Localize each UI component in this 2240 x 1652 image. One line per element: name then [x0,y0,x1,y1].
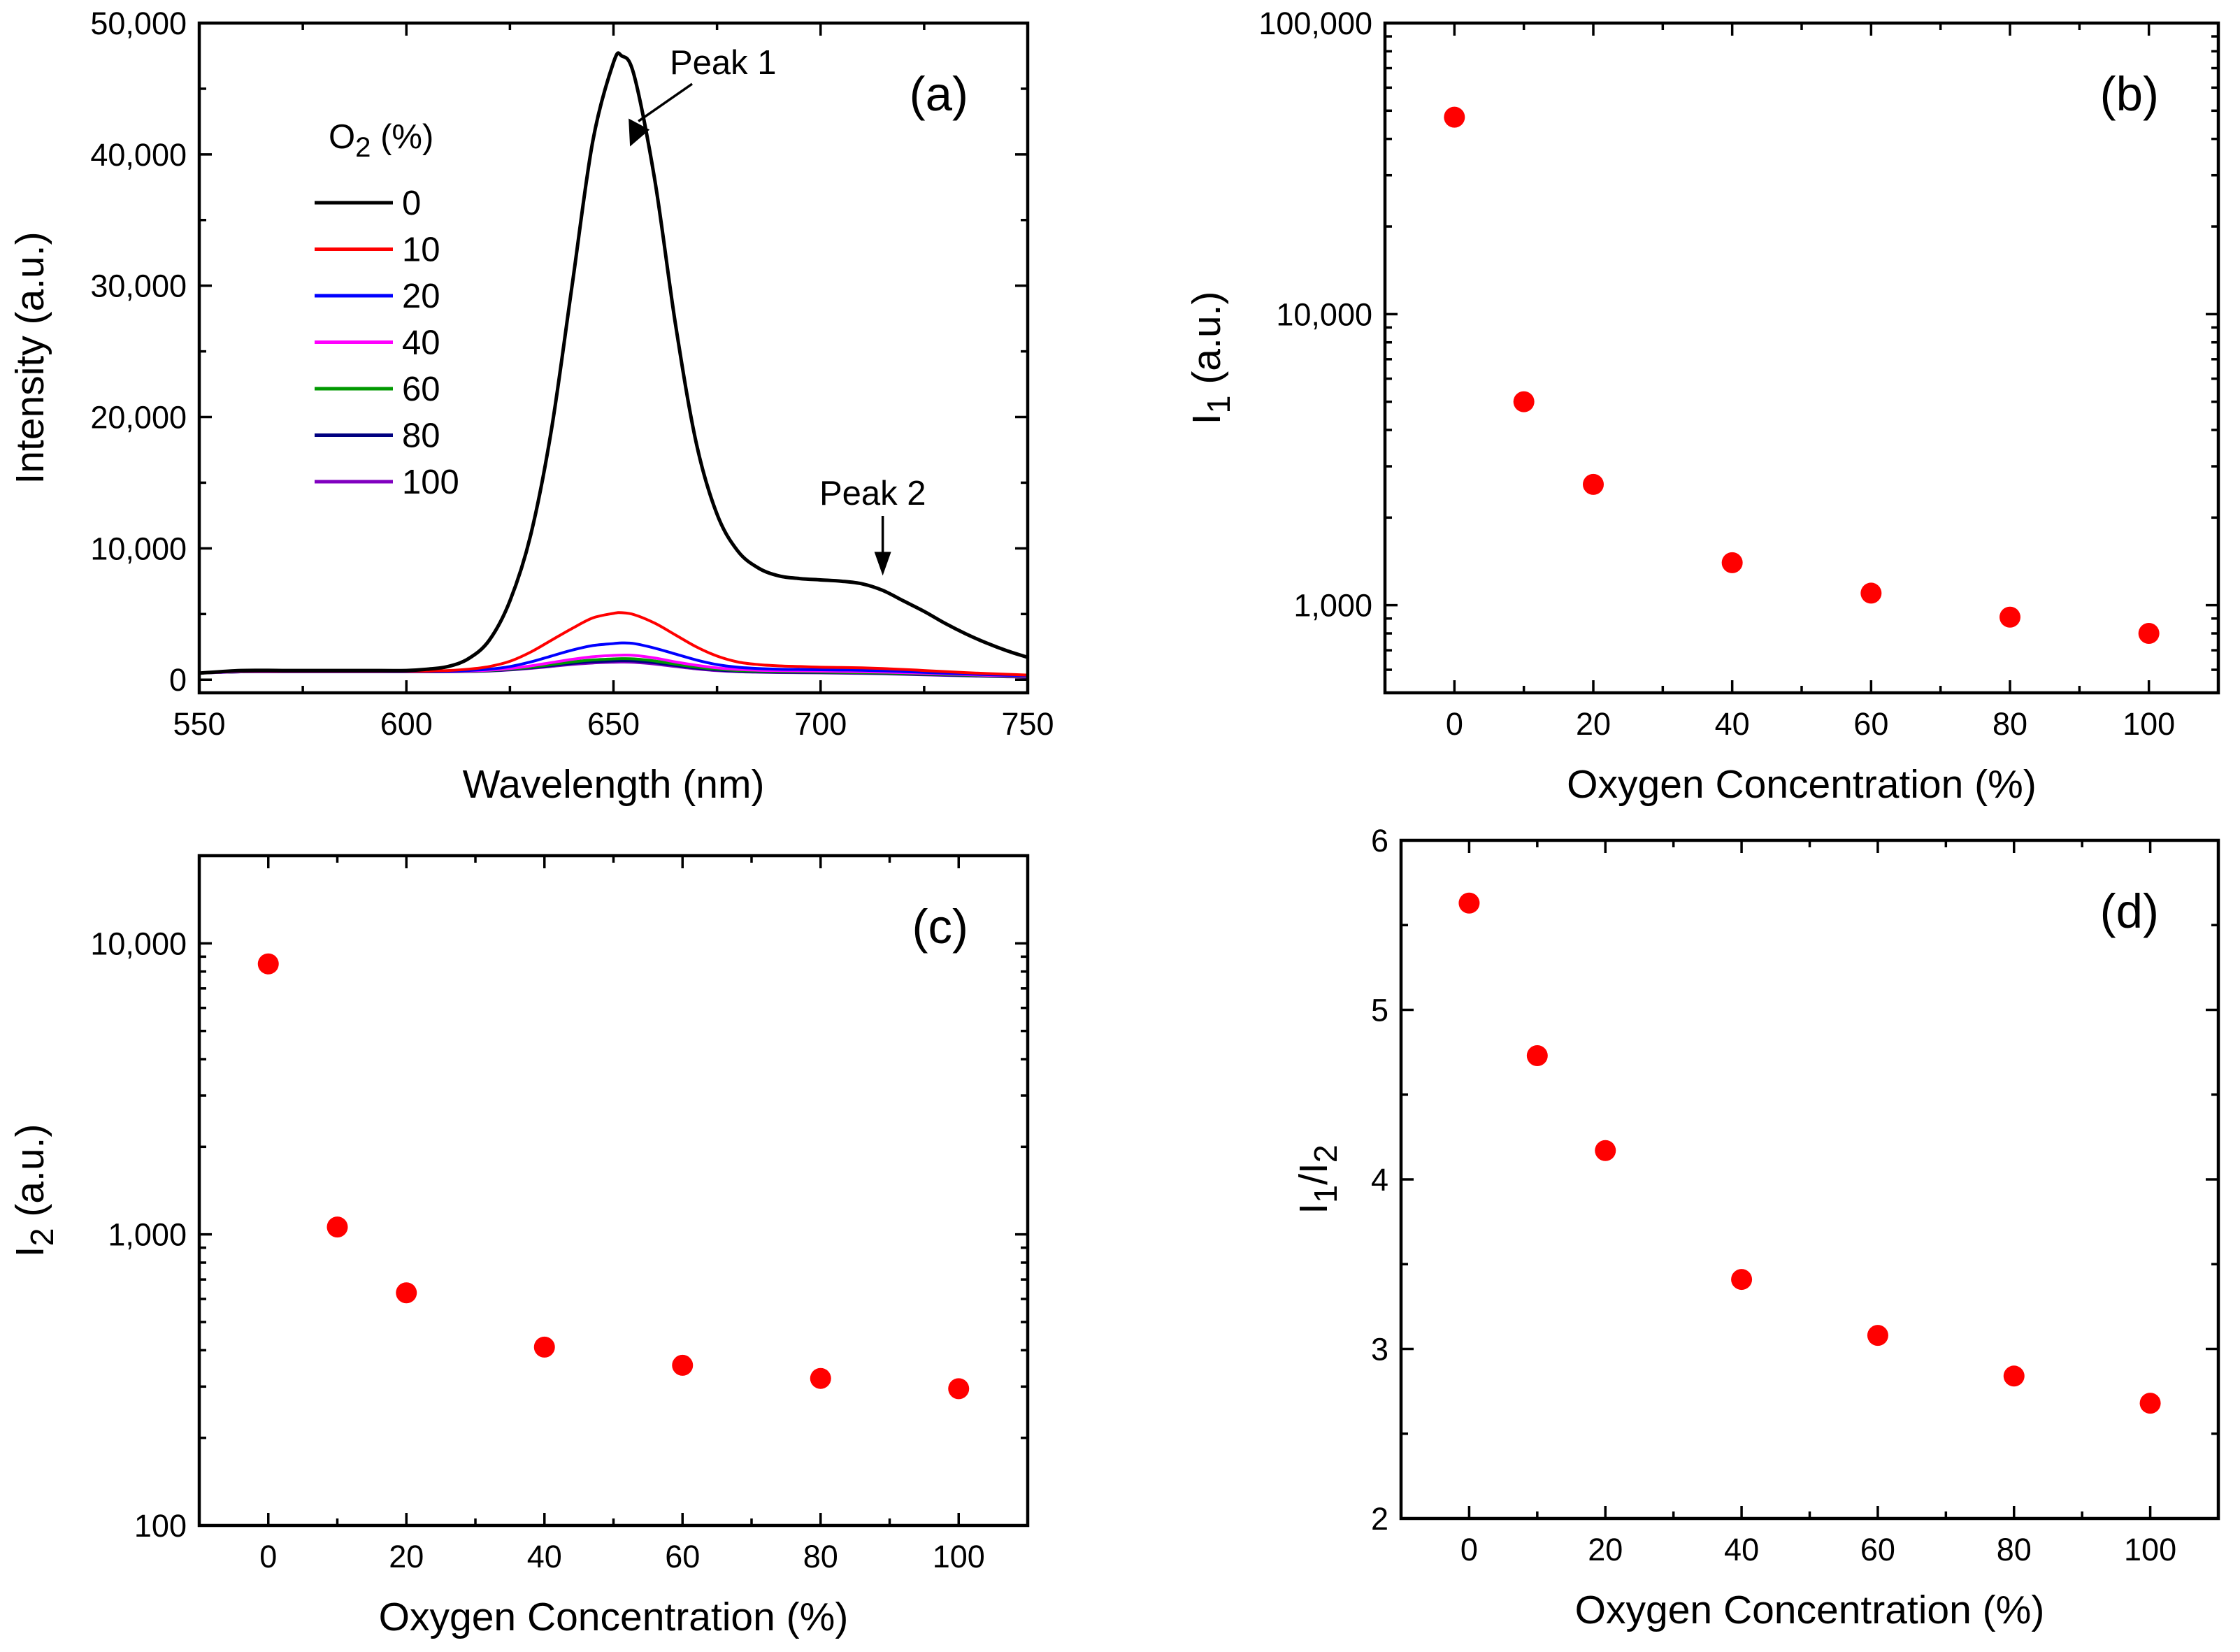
x-tick-label: 750 [1001,706,1054,742]
data-point [1444,106,1465,128]
x-tick-label: 60 [1853,706,1888,742]
y-axis-label: Intensity (a.u.) [8,231,52,484]
x-tick-label: 40 [1715,706,1750,742]
panel-label: (c) [912,900,968,954]
data-point [533,1336,555,1358]
x-axis-label: Oxygen Concentration (%) [1575,1588,2045,1632]
data-point [1867,1325,1888,1346]
panel-d-intensity-ratio: 0 20 40 60 80 100 2 3 4 5 6 Oxygen Concentration (%… [1291,823,2220,1632]
y-tick-label: 100 [134,1508,187,1544]
x-axis-label: Wavelength (nm) [463,762,765,807]
data-point [672,1354,694,1376]
x-tick-label: 550 [173,706,225,742]
x-tick-label: 80 [1993,706,2027,742]
data-point [1721,552,1743,573]
data-point [326,1216,348,1238]
peak-1-arrowhead [629,118,650,147]
y-tick-label: 1,000 [1293,588,1372,624]
legend-label-0: 0 [402,185,421,222]
data-point [1458,892,1480,914]
y-axis-label: I2 (a.u.) [8,1124,60,1258]
x-tick-label: 80 [1997,1532,2032,1567]
panel-b-peak1-intensity: 0 20 40 60 80 100 1,000 10,000 100,000 Oxygen Con… [1184,6,2220,807]
x-tick-label: 60 [1860,1532,1895,1567]
y-tick-label: 10,000 [90,926,187,961]
x-tick-label: 0 [1460,1532,1478,1567]
data-point [810,1367,831,1389]
x-tick-label: 20 [389,1539,424,1574]
data-point [2000,606,2020,628]
plot-frame [1399,838,2220,1521]
y-tick-label: 30,000 [90,268,187,304]
y-tick-label: 1,000 [108,1217,187,1253]
plot-frame [197,854,1030,1528]
series-line-0 [199,51,1028,675]
panel-label: (d) [2100,884,2159,938]
peak-1-arrow [638,82,693,122]
x-tick-label: 40 [1724,1532,1759,1567]
y-tick-label: 40,000 [90,137,187,173]
x-tick-label: 700 [794,706,847,742]
x-tick-label: 100 [933,1539,985,1574]
data-point [1513,391,1535,412]
x-tick-label: 100 [2123,706,2175,742]
y-tick-label: 100,000 [1258,6,1372,41]
panel-c-peak2-intensity: 0 20 40 60 80 100 100 1,000 10,000 Oxygen Concent… [8,854,1030,1639]
y-tick-label: 4 [1371,1162,1388,1198]
data-point [1860,582,1882,604]
x-tick-label: 20 [1576,706,1611,742]
x-tick-label: 0 [259,1539,277,1574]
x-axis-label: Oxygen Concentration (%) [379,1595,849,1639]
data-point [1731,1269,1753,1291]
data-point [948,1378,970,1400]
legend-label-60: 60 [402,371,440,408]
y-tick-label: 50,000 [90,6,187,41]
y-tick-label: 6 [1371,823,1388,859]
peak-2-arrowhead [874,552,891,576]
y-tick-label: 10,000 [90,531,187,566]
legend-label-100: 100 [402,464,459,501]
legend-label-80: 80 [402,417,440,455]
x-tick-label: 40 [527,1539,562,1574]
data-point [2138,623,2160,645]
peak-1-label: Peak 1 [670,44,777,82]
plot-frame [197,21,1030,695]
panel-a-intensity-spectra: 550 600 650 700 750010,00020,00030,00040,000… [8,6,1054,807]
legend-title: O2 (%) [329,118,433,163]
y-axis-label: I1 (a.u.) [1184,292,1237,425]
data-point [2003,1365,2025,1387]
x-tick-label: 80 [803,1539,838,1574]
x-tick-label: 650 [587,706,640,742]
panel-label: (b) [2100,67,2159,121]
plot-frame [1383,21,2220,695]
data-point [396,1282,417,1304]
x-tick-label: 20 [1588,1532,1623,1567]
series-lines [199,51,1028,679]
y-tick-label: 0 [169,662,187,698]
legend: O2 (%) 0 10 20 40 60 80 100 [315,118,459,501]
data-point [257,953,279,975]
y-tick-label: 2 [1371,1501,1388,1537]
peak-2-label: Peak 2 [819,475,926,512]
y-tick-label: 10,000 [1276,296,1372,332]
x-axis-label: Oxygen Concentration (%) [1567,762,2037,807]
data-point [1583,473,1604,495]
panel-label: (a) [910,67,968,121]
x-tick-label: 60 [665,1539,700,1574]
y-tick-label: 3 [1371,1332,1388,1367]
x-tick-label: 600 [380,706,433,742]
data-point [1526,1044,1548,1066]
legend-label-10: 10 [402,231,440,269]
x-tick-label: 0 [1446,706,1463,742]
data-point [2139,1393,2161,1414]
legend-label-20: 20 [402,278,440,315]
y-tick-label: 5 [1371,993,1388,1028]
data-point [1595,1140,1616,1161]
y-axis-label: I1/I2 [1291,1144,1344,1214]
legend-label-40: 40 [402,324,440,362]
x-tick-label: 100 [2124,1532,2176,1567]
y-tick-label: 20,000 [90,400,187,436]
series-line-10 [199,611,1028,677]
